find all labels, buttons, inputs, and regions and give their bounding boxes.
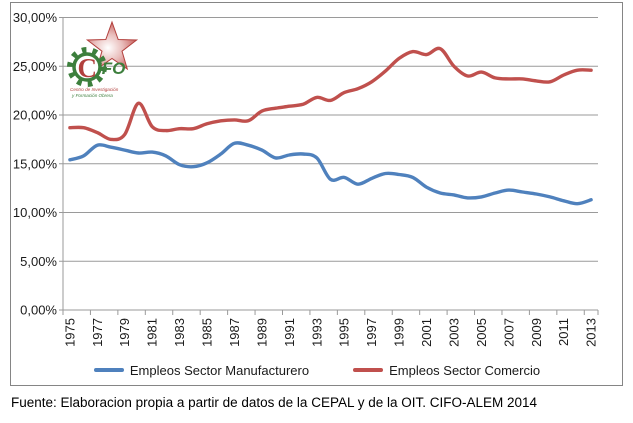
x-axis-label: 1993 — [309, 318, 324, 347]
x-axis-label: 1979 — [117, 318, 132, 347]
chart-legend: Empleos Sector Manufacturero Empleos Sec… — [11, 358, 623, 382]
x-axis-label: 1977 — [90, 318, 105, 347]
y-axis-label: 15,00% — [13, 156, 58, 171]
logo-caption-line1: Centro de Investigación — [70, 87, 119, 92]
legend-item-manufacturero: Empleos Sector Manufacturero — [93, 362, 310, 378]
series-line-manufacturero — [68, 141, 593, 206]
y-axis-label: 30,00% — [13, 10, 58, 25]
x-axis-label: 1987 — [227, 318, 242, 347]
x-axis-label: 2009 — [529, 318, 544, 347]
y-axis-label: 10,00% — [13, 205, 58, 220]
legend-line-swatch-comercio — [353, 368, 384, 372]
x-axis-label: 1975 — [62, 318, 77, 347]
x-axis-label: 2013 — [584, 318, 599, 347]
y-axis-label: 0,00% — [20, 303, 57, 318]
cifo-logo: C IFO Centro de Investigación y Formació… — [67, 20, 139, 98]
legend-label-manufacturero: Empleos Sector Manufacturero — [129, 362, 310, 378]
x-axis-label: 1995 — [337, 318, 352, 347]
logo-caption-line2: y Formación Obrera — [71, 93, 113, 98]
x-axis-label: 2007 — [501, 318, 516, 347]
legend-line-swatch-manufacturero — [93, 368, 124, 372]
x-axis-label: 2001 — [419, 318, 434, 347]
logo-gear-icon — [67, 47, 107, 87]
x-axis-label: 1999 — [392, 318, 407, 347]
source-note: Fuente: Elaboracion propia a partir de d… — [11, 395, 538, 410]
y-axis-label: 5,00% — [20, 254, 57, 269]
y-axis-label: 25,00% — [13, 59, 58, 74]
x-axis-label: 2005 — [474, 318, 489, 347]
logo-star-icon — [85, 20, 139, 71]
x-axis-label: 1997 — [364, 318, 379, 347]
legend-label-comercio: Empleos Sector Comercio — [389, 362, 541, 378]
y-axis-label: 20,00% — [13, 108, 58, 123]
x-axis-label: 1981 — [145, 318, 160, 347]
x-axis-label: 1983 — [172, 318, 187, 347]
legend-item-comercio: Empleos Sector Comercio — [353, 363, 540, 378]
x-axis-label: 2003 — [446, 318, 461, 347]
x-axis-label: 1991 — [282, 318, 297, 347]
x-axis-label: 1989 — [254, 318, 269, 347]
x-axis-label: 1985 — [200, 318, 215, 347]
logo-letters-ifo: IFO — [97, 59, 125, 78]
series-line-comercio — [68, 46, 593, 142]
x-axis-label: 2011 — [556, 318, 571, 346]
logo-letter-c: C — [78, 53, 98, 83]
